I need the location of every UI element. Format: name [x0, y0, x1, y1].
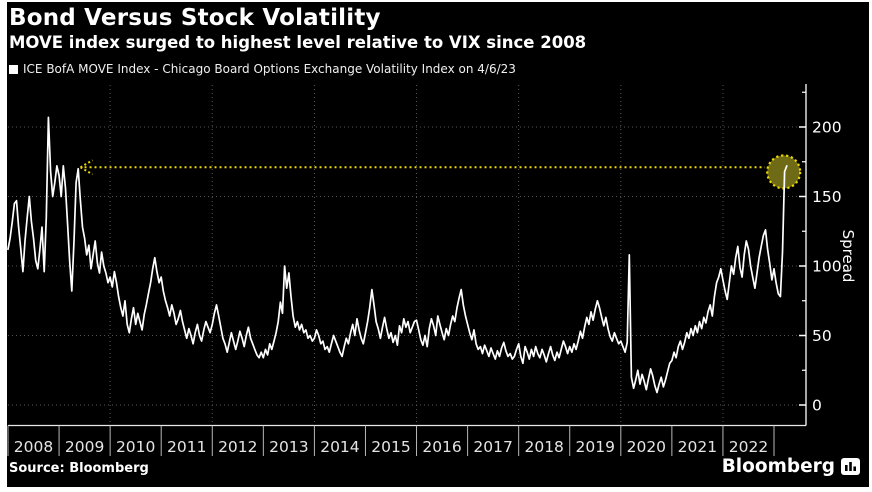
- x-tick-label: 2009: [65, 438, 104, 456]
- arrowhead-icon: [80, 166, 94, 176]
- x-tick-label: 2013: [269, 438, 308, 456]
- x-tick-label: 2015: [371, 438, 410, 456]
- y-axis-title: Spread: [839, 229, 857, 283]
- x-tick-label: 2020: [627, 438, 666, 456]
- y-tick-label: 100: [812, 258, 842, 276]
- x-tick-label: 2022: [729, 438, 768, 456]
- x-tick-label: 2021: [678, 438, 717, 456]
- y-tick-label: 200: [812, 119, 842, 137]
- legend-swatch-icon: [9, 64, 18, 74]
- chart-panel: [7, 2, 869, 487]
- arrowhead-icon: [80, 159, 94, 169]
- chart-subtitle: MOVE index surged to highest level relat…: [9, 33, 587, 52]
- source-note: Source: Bloomberg: [9, 461, 149, 476]
- x-tick-label: 2010: [116, 438, 155, 456]
- x-tick-label: 2008: [14, 438, 53, 456]
- legend-label: ICE BofA MOVE Index - Chicago Board Opti…: [23, 62, 516, 76]
- x-tick-label: 2018: [524, 438, 563, 456]
- bloomberg-logo-icon: [841, 458, 860, 475]
- x-tick-label: 2019: [576, 438, 615, 456]
- y-tick-label: 150: [812, 188, 842, 206]
- y-tick-label: 0: [812, 397, 822, 415]
- legend: ICE BofA MOVE Index - Chicago Board Opti…: [9, 62, 516, 76]
- x-tick-label: 2014: [320, 438, 359, 456]
- data-line: [7, 116, 788, 394]
- chart-title: Bond Versus Stock Volatility: [9, 5, 381, 31]
- brand-footer: Bloomberg: [722, 456, 860, 477]
- x-tick-label: 2016: [422, 438, 461, 456]
- x-tick-label: 2017: [473, 438, 512, 456]
- x-tick-label: 2011: [167, 438, 206, 456]
- y-tick-label: 50: [812, 327, 832, 345]
- bloomberg-wordmark: Bloomberg: [721, 456, 835, 477]
- x-tick-label: 2012: [218, 438, 257, 456]
